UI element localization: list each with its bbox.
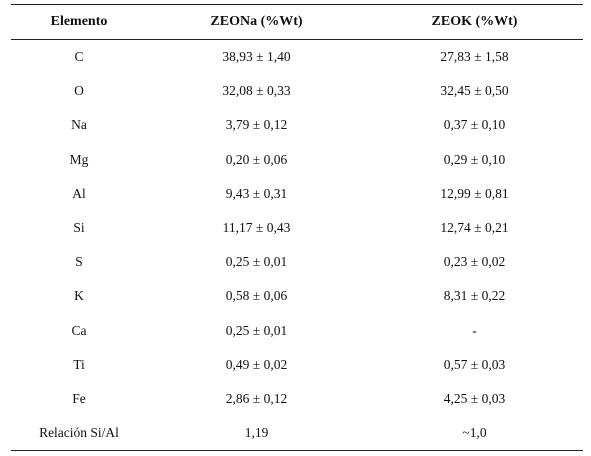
cell-zeok: 12,74 ± 0,21 (440, 220, 509, 236)
cell-zeok: 32,45 ± 0,50 (440, 83, 509, 99)
cell-zeok: 8,31 ± 0,22 (443, 288, 506, 304)
cell-element: S (75, 254, 83, 270)
cell-zeona: 1,19 (147, 416, 366, 452)
cell-zeona: 32,08 ± 0,33 (222, 83, 291, 99)
cell-zeona: 0,25 ± 0,01 (225, 254, 288, 270)
table-row: Relación Si/Al 1,19 ~1,0 (11, 416, 583, 452)
cell-element: O (74, 83, 84, 99)
cell-element: Mg (69, 151, 89, 167)
cell-zeona: 11,17 ± 0,43 (222, 220, 291, 236)
cell-zeok: 0,37 ± 0,10 (443, 117, 506, 133)
cell-zeok: 4,25 ± 0,03 (443, 390, 506, 406)
header-elemento: Elemento (11, 4, 147, 40)
cell-element: K (74, 288, 84, 304)
cell-element: Ti (73, 356, 85, 372)
composition-table-container: Elemento ZEONa (%Wt) ZEOK (%Wt) C 38,93 … (11, 4, 583, 452)
table-row: O 32,08 ± 0,33 32,45 ± 0,50 (11, 74, 583, 108)
cell-zeok: 12,99 ± 0,81 (440, 185, 509, 201)
cell-element: Ca (71, 322, 87, 338)
table-row: Na 3,79 ± 0,12 0,37 ± 0,10 (11, 108, 583, 142)
cell-zeona: 0,58 ± 0,06 (225, 288, 288, 304)
table-row: Si 11,17 ± 0,43 12,74 ± 0,21 (11, 211, 583, 245)
cell-zeona: 0,25 ± 0,01 (225, 322, 288, 338)
header-zeona: ZEONa (%Wt) (147, 4, 366, 40)
cell-element: Relación Si/Al (11, 416, 147, 452)
cell-zeona: 2,86 ± 0,12 (225, 390, 288, 406)
table-row: K 0,58 ± 0,06 8,31 ± 0,22 (11, 279, 583, 313)
table-body: C 38,93 ± 1,40 27,83 ± 1,58 O 32,08 ± 0,… (11, 40, 583, 452)
table-row: Ti 0,49 ± 0,02 0,57 ± 0,03 (11, 348, 583, 382)
table-row: Al 9,43 ± 0,31 12,99 ± 0,81 (11, 177, 583, 211)
table-row: Ca 0,25 ± 0,01 - (11, 314, 583, 348)
cell-zeok: - (472, 322, 477, 338)
cell-element: Fe (72, 390, 86, 406)
table-row: S 0,25 ± 0,01 0,23 ± 0,02 (11, 245, 583, 279)
cell-element: C (74, 49, 84, 65)
cell-zeok: ~1,0 (366, 416, 583, 452)
cell-zeok: 0,57 ± 0,03 (443, 356, 506, 372)
cell-zeona: 38,93 ± 1,40 (222, 49, 291, 65)
header-zeok: ZEOK (%Wt) (366, 4, 583, 40)
table-row: C 38,93 ± 1,40 27,83 ± 1,58 (11, 40, 583, 75)
cell-zeona: 0,49 ± 0,02 (225, 356, 288, 372)
cell-element: Si (73, 220, 85, 236)
cell-element: Al (72, 185, 86, 201)
composition-table: Elemento ZEONa (%Wt) ZEOK (%Wt) C 38,93 … (11, 4, 583, 452)
cell-zeona: 0,20 ± 0,06 (225, 151, 288, 167)
cell-zeok: 27,83 ± 1,58 (440, 49, 509, 65)
cell-zeok: 0,29 ± 0,10 (443, 151, 506, 167)
table-row: Fe 2,86 ± 0,12 4,25 ± 0,03 (11, 382, 583, 416)
cell-zeona: 9,43 ± 0,31 (225, 185, 288, 201)
cell-element: Na (71, 117, 87, 133)
header-row: Elemento ZEONa (%Wt) ZEOK (%Wt) (11, 4, 583, 40)
table-header: Elemento ZEONa (%Wt) ZEOK (%Wt) (11, 4, 583, 40)
cell-zeok: 0,23 ± 0,02 (443, 254, 506, 270)
cell-zeona: 3,79 ± 0,12 (225, 117, 288, 133)
table-row: Mg 0,20 ± 0,06 0,29 ± 0,10 (11, 143, 583, 177)
